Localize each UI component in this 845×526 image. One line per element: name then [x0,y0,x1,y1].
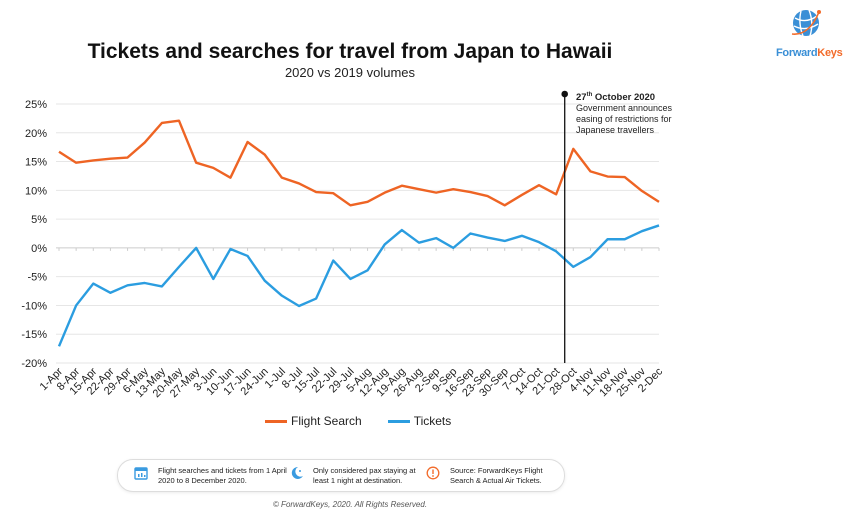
legend-item-tickets: Tickets [387,414,451,428]
y-tick-label: -10% [21,300,47,312]
y-tick-label: 20% [25,128,47,140]
annotation-line: Japanese travellers [576,125,655,136]
y-tick-label: 0% [31,243,47,255]
y-tick-label: -20% [21,358,47,370]
note-stay: Only considered pax staying at least 1 n… [313,466,416,485]
legend-item-flight-search: Flight Search [265,414,362,428]
chart-subtitle: 2020 vs 2019 volumes [284,65,416,80]
annotation-line: easing of restrictions for [576,114,672,125]
annotation-date: 27th October 2020 [576,92,656,104]
note-date-range: Flight searches and tickets from 1 April… [158,466,287,485]
forwardkeys-logo: ForwardKeys [776,6,843,59]
legend-swatch [265,420,287,424]
y-tick-label: 10% [25,185,47,197]
annotation-line: Government announces [576,103,673,114]
chart-title: Tickets and searches for travel from Jap… [87,40,613,63]
y-tick-label: -5% [27,272,47,284]
logo-text-keys: Keys [817,47,843,59]
notes-box: Flight searches and tickets from 1 April… [117,459,565,492]
y-tick-label: 25% [25,99,47,111]
annotation-marker [561,90,569,98]
chart-legend: Flight Search Tickets [265,414,451,428]
y-tick-label: 5% [31,214,47,226]
series-line-flight-search [58,119,660,207]
annotation-text: 27th October 2020 Government announces e… [576,90,672,136]
logo-text-forward: Forward [776,47,818,59]
y-tick-label: 15% [25,157,47,169]
copyright: © ForwardKeys, 2020. All Rights Reserved… [272,500,428,509]
moon-icon [291,466,303,479]
note-source: Source: ForwardKeys Flight Search & Actu… [450,466,543,485]
series-line-tickets [57,224,660,347]
y-tick-label: -15% [21,329,47,341]
warning-icon [426,466,440,480]
globe-icon [791,9,821,37]
legend-swatch [387,420,410,424]
calendar-icon [134,467,148,480]
